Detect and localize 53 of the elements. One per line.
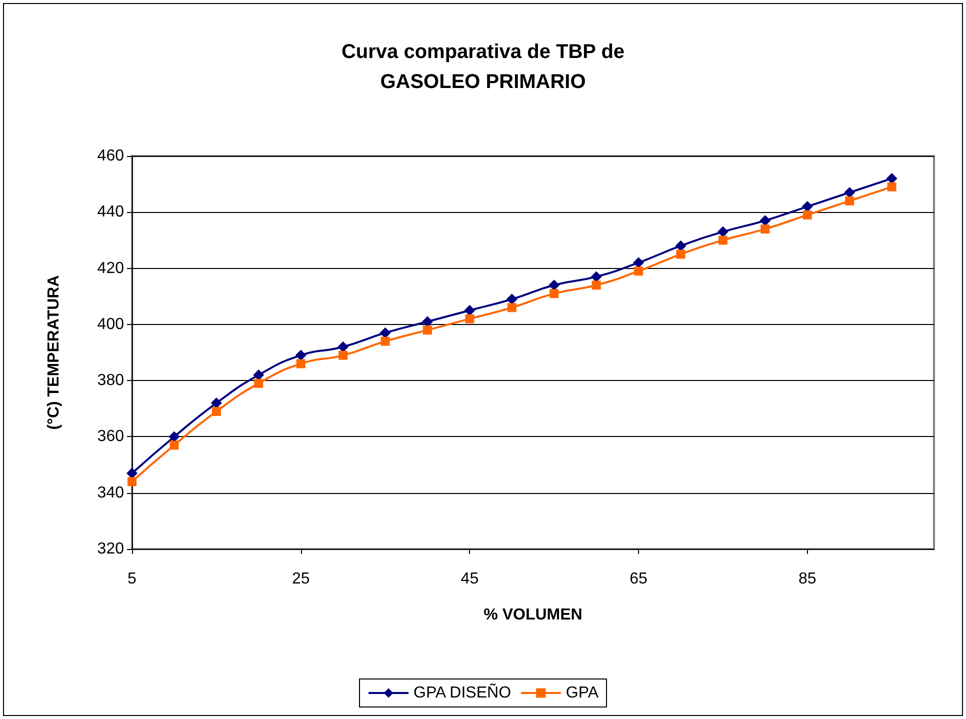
point [507, 303, 516, 312]
point [548, 280, 560, 291]
x-axis-title: % VOLUMEN [484, 606, 582, 624]
point [717, 226, 728, 238]
x-tick-label: 65 [630, 570, 648, 588]
point [506, 294, 518, 305]
point [128, 477, 136, 486]
x-tick-label: 45 [460, 570, 479, 588]
y-tick-label: 340 [97, 484, 124, 502]
point [633, 257, 644, 268]
point [802, 210, 812, 220]
point [170, 440, 179, 450]
point [212, 406, 221, 416]
y-tick-label: 440 [97, 204, 124, 221]
y-tick-label: 400 [97, 316, 124, 333]
point [675, 240, 686, 252]
point [760, 224, 770, 234]
point [676, 250, 686, 259]
x-tick-label: 25 [292, 570, 310, 588]
legend-label: GPA [566, 684, 599, 702]
point [422, 326, 432, 335]
point [254, 378, 264, 388]
point [464, 304, 476, 316]
point [338, 350, 348, 360]
x-tick-label: 5 [128, 570, 137, 588]
point [380, 327, 391, 338]
y-tick-label: 360 [97, 428, 124, 446]
point [634, 266, 644, 276]
point [296, 359, 306, 368]
point [168, 431, 180, 442]
legend-label: GPA DISEÑO [414, 682, 512, 702]
y-axis-title: (°C) TEMPERATURA [46, 274, 62, 430]
point [886, 172, 898, 184]
point [253, 369, 264, 380]
y-tick-label: 460 [97, 148, 124, 164]
point [887, 182, 896, 192]
y-tick-label: 380 [97, 372, 124, 390]
point [380, 336, 390, 346]
y-tick-label: 320 [97, 540, 124, 558]
point [590, 271, 602, 282]
point [126, 468, 138, 479]
point [844, 186, 856, 198]
point [422, 316, 433, 328]
point [718, 236, 728, 245]
x-tick-label: 85 [798, 570, 816, 588]
y-tick-label: 420 [97, 260, 124, 277]
point [592, 280, 601, 290]
point [845, 196, 854, 206]
point [550, 289, 559, 298]
point [295, 350, 306, 361]
point [338, 341, 349, 352]
point [465, 314, 474, 324]
chart-title: Curva comparativa de TBP de GASOLEO PRIMARIO [341, 41, 625, 93]
